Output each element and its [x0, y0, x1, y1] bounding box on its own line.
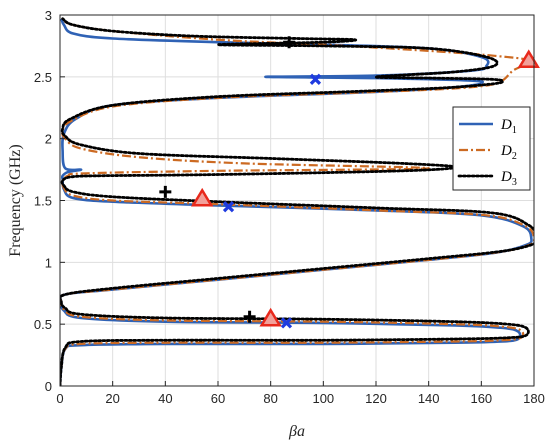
y-tick-label: 1.5 — [34, 194, 52, 209]
triangle-marker — [190, 187, 214, 207]
y-tick-label: 0.5 — [34, 317, 52, 332]
legend-label-1: D1 — [500, 117, 517, 136]
y-tick-label: 3 — [45, 8, 52, 23]
legend-label-3: D3 — [500, 169, 517, 188]
y-tick-label: 2.5 — [34, 70, 52, 85]
legend-box — [452, 106, 531, 191]
series-line-3 — [60, 17, 534, 386]
triangle-marker — [517, 49, 540, 69]
x-axis-label: βa — [288, 423, 305, 440]
x-tick-label: 100 — [312, 391, 334, 406]
x-marker — [222, 201, 235, 213]
x-marker — [280, 317, 293, 329]
y-axis-label: Frequency (GHz) — [7, 144, 24, 256]
x-tick-label: 40 — [158, 391, 172, 406]
x-tick-label: 0 — [56, 391, 63, 406]
x-tick-label: 80 — [263, 391, 277, 406]
x-tick-label: 160 — [470, 391, 492, 406]
x-marker — [309, 73, 322, 85]
x-tick-label: 140 — [418, 391, 440, 406]
plus-marker — [159, 185, 172, 198]
triangle-marker — [259, 307, 282, 327]
ticks: 0 20 40 60 80 100 120 140 160 180 0 0.5 1 1.5 2 2.5 3 — [34, 8, 545, 406]
y-tick-label: 1 — [45, 255, 52, 270]
legend: D1 D2 D3 — [452, 106, 531, 191]
y-tick-label: 0 — [45, 379, 52, 394]
series-line-1 — [60, 18, 533, 386]
x-tick-label: 180 — [523, 391, 545, 406]
legend-label-2: D2 — [500, 143, 517, 162]
x-tick-label: 120 — [365, 391, 387, 406]
markers — [159, 36, 540, 329]
plot-area — [60, 17, 534, 386]
x-tick-label: 20 — [105, 391, 119, 406]
y-tick-label: 2 — [45, 132, 52, 147]
plus-marker — [283, 36, 296, 49]
x-tick-label: 60 — [211, 391, 225, 406]
plus-marker — [243, 310, 256, 323]
